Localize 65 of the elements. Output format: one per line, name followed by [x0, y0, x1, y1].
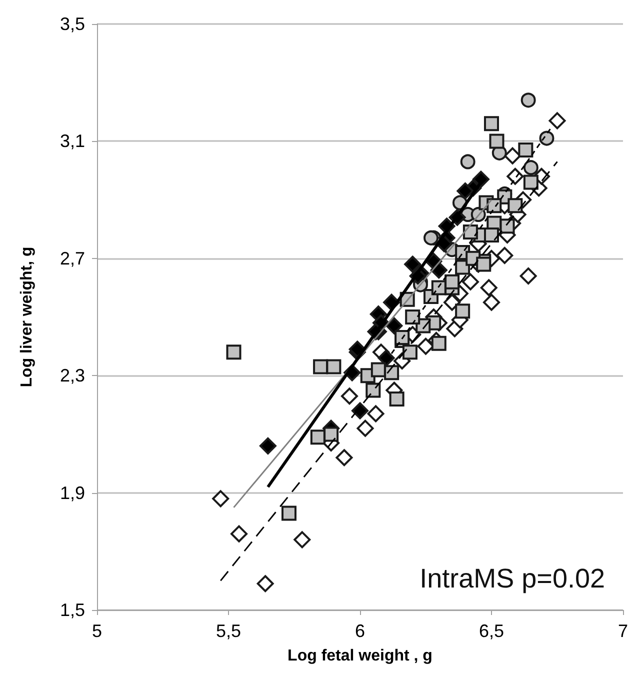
point [508, 198, 523, 214]
x-tick-label: 5 [92, 621, 102, 641]
point [444, 294, 461, 311]
point [259, 437, 276, 454]
point [226, 344, 242, 360]
point [402, 344, 418, 360]
point [212, 490, 230, 508]
point [482, 294, 500, 311]
point [394, 330, 410, 346]
x-tick-label: 5,5 [216, 621, 242, 641]
point [548, 112, 566, 130]
x-axis-title: Log fetal weight , g [288, 648, 432, 664]
y-tick-label: 2,3 [60, 366, 85, 386]
y-tick-label: 1,5 [60, 600, 85, 620]
point [539, 130, 554, 146]
point [504, 147, 522, 164]
point [351, 402, 368, 420]
y-tick-label: 1,9 [60, 482, 85, 503]
point [367, 405, 384, 422]
point [472, 170, 490, 188]
point [520, 267, 537, 284]
point [384, 365, 400, 380]
point [389, 392, 404, 407]
point [326, 359, 342, 374]
point [431, 336, 446, 351]
point [404, 256, 422, 273]
point [370, 362, 386, 378]
point [336, 449, 353, 466]
point [281, 506, 296, 521]
point [356, 420, 374, 437]
point [324, 426, 339, 442]
point [424, 230, 439, 246]
point [518, 142, 534, 158]
point [340, 388, 358, 405]
point [480, 279, 498, 296]
point [455, 304, 470, 319]
point [386, 317, 403, 334]
point [256, 575, 274, 592]
x-tick-label: 6 [354, 621, 366, 641]
point [484, 227, 499, 242]
point [310, 430, 326, 445]
point [366, 382, 381, 398]
y-tick-label: 3,5 [60, 14, 85, 34]
point [444, 274, 460, 290]
point [489, 134, 504, 149]
y-tick-label: 2,7 [60, 248, 85, 268]
point [520, 92, 536, 108]
point [294, 531, 311, 548]
y-tick-label: 3,1 [60, 131, 85, 152]
x-tick-label: 6,5 [478, 621, 504, 641]
point [523, 174, 538, 190]
point [496, 246, 514, 264]
point [523, 160, 538, 176]
point [405, 310, 420, 324]
x-tick-label: 7 [618, 621, 628, 641]
annotation: IntraMS p=0.02 [420, 564, 606, 594]
point [506, 168, 524, 185]
point [462, 273, 479, 290]
point [378, 350, 395, 367]
point [230, 525, 248, 542]
point [484, 116, 499, 132]
point [456, 182, 474, 200]
point [460, 154, 476, 170]
point [500, 218, 515, 234]
y-axis-title: Log liver weight, g [18, 246, 36, 388]
